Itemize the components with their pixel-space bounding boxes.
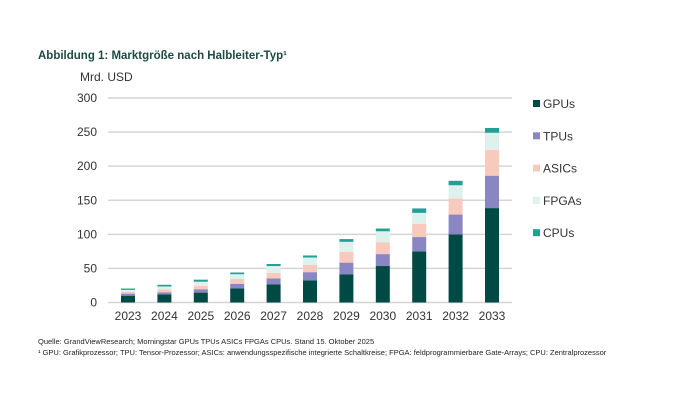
- bar-asics-2027: [266, 272, 281, 279]
- bar-fpgas-2025: [193, 281, 208, 286]
- bar-cpus-2024: [157, 284, 172, 287]
- bar-asics-2028: [303, 265, 317, 273]
- bar-tpus-2026: [230, 283, 245, 289]
- legend-label-fpgas: FPGAs: [543, 194, 582, 208]
- bar-tpus-2029: [339, 262, 354, 275]
- bar-cpus-2031: [412, 208, 427, 213]
- bar-cpus-2025: [193, 279, 208, 282]
- bar-asics-2033: [485, 149, 499, 176]
- bar-gpus-2024: [157, 294, 172, 303]
- legend-label-tpus: TPUs: [543, 129, 573, 143]
- bar-asics-2025: [193, 285, 208, 290]
- bar-cpus-2028: [303, 255, 317, 258]
- y-tick-label: 300: [77, 91, 97, 105]
- bar-fpgas-2027: [266, 266, 281, 273]
- legend-label-asics: ASICs: [543, 162, 577, 176]
- x-tick-label: 2032: [442, 309, 469, 323]
- bar-asics-2026: [230, 278, 245, 284]
- bar-cpus-2032: [448, 180, 463, 186]
- bar-gpus-2032: [448, 234, 463, 303]
- bar-fpgas-2031: [412, 212, 427, 224]
- bar-cpus-2033: [485, 127, 499, 133]
- bar-tpus-2027: [266, 278, 281, 285]
- bar-gpus-2028: [303, 280, 317, 303]
- bar-gpus-2025: [193, 292, 208, 303]
- x-tick-label: 2028: [297, 309, 324, 323]
- bar-fpgas-2028: [303, 257, 317, 266]
- legend-swatch-cpus: [533, 229, 540, 237]
- bar-tpus-2033: [485, 175, 499, 209]
- bar-cpus-2026: [230, 272, 245, 275]
- bar-cpus-2023: [121, 288, 135, 290]
- x-tick-label: 2026: [224, 309, 251, 323]
- bar-gpus-2026: [230, 288, 245, 303]
- x-tick-label: 2030: [369, 309, 396, 323]
- bar-tpus-2025: [193, 289, 208, 293]
- bar-gpus-2033: [485, 208, 499, 303]
- y-tick-label: 100: [77, 227, 97, 241]
- y-tick-label: 0: [90, 296, 97, 310]
- legend-label-cpus: CPUs: [543, 226, 574, 240]
- bar-tpus-2023: [121, 293, 135, 296]
- bar-fpgas-2029: [339, 241, 354, 252]
- chart-title: Abbildung 1: Marktgröße nach Halbleiter-…: [38, 50, 287, 62]
- bar-tpus-2028: [303, 272, 317, 281]
- x-tick-label: 2024: [151, 309, 178, 323]
- bar-tpus-2032: [448, 214, 463, 235]
- bar-tpus-2031: [412, 237, 427, 252]
- bar-gpus-2023: [121, 295, 135, 303]
- legend-swatch-gpus: [533, 100, 540, 107]
- source-note: Quelle: GrandViewResearch; Morningstar G…: [38, 337, 375, 346]
- bar-gpus-2030: [375, 266, 390, 303]
- legend-label-gpus: GPUs: [543, 97, 575, 111]
- bar-cpus-2027: [266, 263, 281, 267]
- bar-fpgas-2030: [375, 231, 390, 243]
- bar-fpgas-2032: [448, 185, 463, 199]
- x-tick-label: 2031: [406, 309, 433, 323]
- bar-fpgas-2026: [230, 274, 245, 279]
- bar-tpus-2030: [375, 254, 390, 267]
- bar-gpus-2031: [412, 251, 427, 303]
- bar-tpus-2024: [157, 292, 172, 295]
- y-axis-label: Mrd. USD: [80, 70, 133, 84]
- bar-asics-2029: [339, 251, 354, 263]
- x-tick-label: 2033: [479, 309, 506, 323]
- x-tick-label: 2023: [115, 309, 142, 323]
- y-tick-label: 150: [77, 193, 97, 207]
- x-tick-label: 2027: [260, 309, 287, 323]
- legend-swatch-fpgas: [533, 196, 540, 204]
- bar-fpgas-2033: [485, 132, 499, 150]
- definitions-note: ¹ GPU: Grafikprozessor; TPU: Tensor-Proz…: [38, 348, 607, 357]
- bar-asics-2032: [448, 198, 463, 215]
- y-tick-label: 250: [77, 125, 97, 139]
- bar-fpgas-2024: [157, 286, 172, 290]
- bar-asics-2023: [121, 291, 135, 294]
- x-tick-label: 2029: [333, 309, 360, 323]
- bar-asics-2031: [412, 223, 427, 238]
- y-tick-label: 200: [77, 159, 97, 173]
- bar-gpus-2029: [339, 274, 354, 303]
- bar-fpgas-2023: [121, 289, 135, 292]
- bar-gpus-2027: [266, 284, 281, 303]
- bar-asics-2030: [375, 242, 390, 255]
- bar-cpus-2030: [375, 228, 390, 232]
- bar-asics-2024: [157, 289, 172, 293]
- x-tick-label: 2025: [187, 309, 214, 323]
- bar-cpus-2029: [339, 239, 354, 242]
- y-tick-label: 50: [84, 261, 98, 275]
- legend-swatch-tpus: [533, 132, 540, 140]
- legend-swatch-asics: [533, 164, 540, 172]
